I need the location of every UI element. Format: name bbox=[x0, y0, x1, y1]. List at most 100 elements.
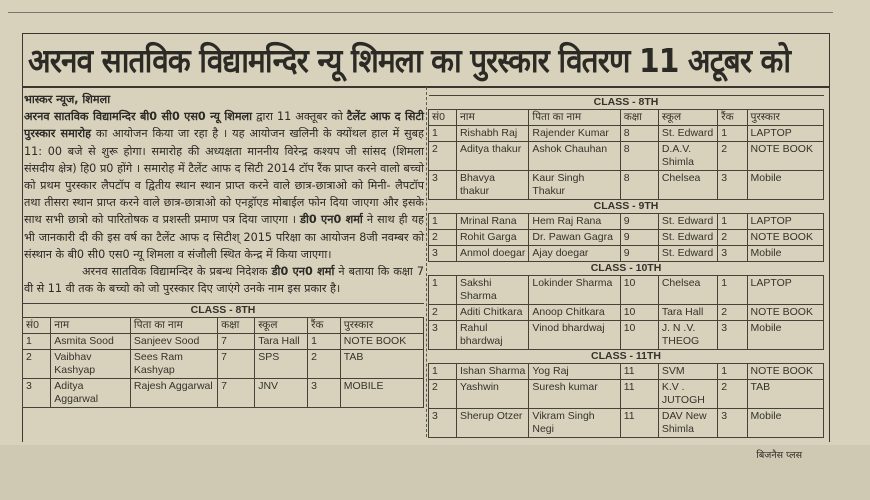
column-header: सं0 bbox=[428, 109, 457, 126]
table-cell: SVM bbox=[657, 363, 719, 380]
table-cell: TAB bbox=[746, 379, 825, 409]
table-cell: 9 bbox=[619, 245, 659, 262]
paper-fold bbox=[0, 445, 870, 500]
column-header: रैंक bbox=[307, 317, 341, 335]
table-cell: K.V . JUTOGH bbox=[657, 379, 719, 409]
table-cell: 2 bbox=[428, 304, 457, 321]
table-cell: 7 bbox=[217, 333, 256, 351]
table-cell: Rajesh Aggarwal bbox=[129, 378, 219, 409]
class-heading: CLASS - 8TH bbox=[428, 95, 824, 110]
column-header: रैंक bbox=[717, 109, 748, 126]
class-heading-text: CLASS - 8TH bbox=[428, 95, 824, 110]
table-cell: Sanjeev Sood bbox=[129, 333, 219, 351]
table-cell: 10 bbox=[619, 304, 659, 321]
table-cell: Vinod bhardwaj bbox=[528, 320, 621, 350]
right-column: CLASS - 8TH सं0 नाम पिता का नाम कक्षा स्कूल रै… bbox=[428, 95, 826, 461]
table-cell: NOTE BOOK bbox=[746, 141, 825, 171]
table-cell: Rohit Garga bbox=[455, 229, 530, 246]
class-heading: CLASS - 9TH bbox=[428, 199, 824, 214]
table-cell: Aditya thakur bbox=[455, 141, 530, 171]
table-cell: 1 bbox=[717, 275, 748, 305]
table-cell: D.A.V. Shimla bbox=[657, 141, 719, 171]
table-cell: Mobile bbox=[746, 245, 825, 262]
page-rule bbox=[8, 12, 833, 13]
table-cell: Dr. Pawan Gagra bbox=[528, 229, 621, 246]
table-cell: Chelsea bbox=[657, 275, 719, 305]
table-cell: 7 bbox=[217, 378, 256, 409]
table-cell: 3 bbox=[428, 408, 457, 438]
column-divider bbox=[426, 87, 428, 437]
table-cell: 11 bbox=[619, 379, 659, 409]
table-cell: LAPTOP bbox=[746, 213, 825, 230]
table-cell: 1 bbox=[428, 275, 457, 305]
table-row: 2 Rohit Garga Dr. Pawan Gagra 9 St. Edward 2 N… bbox=[428, 229, 825, 246]
table-cell: 11 bbox=[619, 408, 659, 438]
table-cell: Sakshi Sharma bbox=[455, 275, 530, 305]
table-cell: Ashok Chauhan bbox=[528, 141, 621, 171]
headline-rule bbox=[22, 86, 830, 88]
table-cell: NOTE BOOK bbox=[339, 333, 425, 351]
paragraph-1: अरनव सातविक विद्यामन्दिर बी0 सी0 एस0 न्य… bbox=[24, 108, 424, 263]
class-heading: CLASS - 11TH bbox=[428, 349, 824, 364]
column-header: पिता का नाम bbox=[528, 109, 621, 126]
table-row: 3 Sherup Otzer Vikram Singh Negi 11 DAV New … bbox=[428, 408, 825, 438]
table-cell: 10 bbox=[619, 275, 659, 305]
table-cell: Sherup Otzer bbox=[455, 408, 530, 438]
table-cell: 2 bbox=[21, 349, 52, 380]
column-header-row: सं0 नाम पिता का नाम कक्षा स्कूल रैंक पुरस्कार bbox=[428, 109, 825, 126]
table-cell: NOTE BOOK bbox=[746, 229, 825, 246]
table-cell: LAPTOP bbox=[746, 125, 825, 142]
table-cell: 8 bbox=[619, 141, 659, 171]
column-header: नाम bbox=[455, 109, 530, 126]
column-header: नाम bbox=[50, 317, 131, 335]
table-cell: 2 bbox=[717, 141, 748, 171]
table-row: 3 Rahul bhardwaj Vinod bhardwaj 10 J. N .V. … bbox=[428, 320, 825, 350]
table-cell: 3 bbox=[717, 320, 748, 350]
table-cell: 3 bbox=[717, 408, 748, 438]
class-heading-text: CLASS - 9TH bbox=[428, 199, 824, 214]
table-row: 2 Yashwin Suresh kumar 11 K.V . JUTOGH 2 TAB bbox=[428, 379, 825, 409]
table-cell: SPS bbox=[254, 349, 309, 380]
text-segment: अरनव सातविक विद्यामन्दिर के प्रबन्ध निदे… bbox=[82, 265, 272, 279]
table-cell: 8 bbox=[619, 170, 659, 200]
table-cell: 3 bbox=[21, 378, 52, 409]
table-row: 1 Asmita Sood Sanjeev Sood 7 Tara Hall 1 NOTE … bbox=[21, 333, 425, 351]
table-cell: Aditi Chitkara bbox=[455, 304, 530, 321]
table-cell: Mobile bbox=[746, 320, 825, 350]
table-cell: 1 bbox=[307, 333, 341, 351]
table-cell: LAPTOP bbox=[746, 275, 825, 305]
table-cell: J. N .V. THEOG bbox=[657, 320, 719, 350]
table-cell: 3 bbox=[717, 170, 748, 200]
class-heading: CLASS - 8TH bbox=[22, 303, 424, 319]
column-header: स्कूल bbox=[254, 317, 309, 335]
table-cell: 3 bbox=[307, 378, 341, 409]
table-cell: Anmol doegar bbox=[455, 245, 530, 262]
table-cell: 10 bbox=[619, 320, 659, 350]
table-cell: 2 bbox=[428, 379, 457, 409]
table-row: 2 Aditya thakur Ashok Chauhan 8 D.A.V. Shiml… bbox=[428, 141, 825, 171]
paragraph-2: अरनव सातविक विद्यामन्दिर के प्रबन्ध निदे… bbox=[24, 263, 424, 297]
table-cell: Sees Ram Kashyap bbox=[129, 349, 219, 380]
table-cell: 2 bbox=[717, 379, 748, 409]
credit-line: बिजनैस प्लस bbox=[756, 450, 802, 461]
table-row: 1 Mrinal Rana Hem Raj Rana 9 St. Edward 1 LAPT… bbox=[428, 213, 825, 230]
table-cell: Rahul bhardwaj bbox=[455, 320, 530, 350]
column-header: स्कूल bbox=[657, 109, 719, 126]
left-prize-table: CLASS - 8TH सं0 नाम पिता का नाम कक्षा स्कूल रै… bbox=[21, 303, 425, 409]
column-header-row: सं0 नाम पिता का नाम कक्षा स्कूल रैंक पुरस्कार bbox=[21, 317, 425, 335]
table-row: 1 Sakshi Sharma Lokinder Sharma 10 Chelsea 1 L… bbox=[428, 275, 825, 305]
table-row: 3 Bhavya thakur Kaur Singh Thakur 8 Chelsea 3… bbox=[428, 170, 825, 200]
table-cell: Tara Hall bbox=[254, 333, 309, 351]
dateline: भास्कर न्यूज, शिमला bbox=[24, 93, 111, 106]
text-segment: ने साथ ही यह भी जानकारी दी की इस वर्ष का… bbox=[24, 213, 424, 261]
table-cell: 1 bbox=[428, 363, 457, 380]
table-cell: 8 bbox=[619, 125, 659, 142]
table-cell: 1 bbox=[717, 125, 748, 142]
table-cell: Vaibhav Kashyap bbox=[50, 349, 131, 380]
text-segment: द्वारा 11 अक्तूबर को bbox=[252, 110, 347, 124]
table-cell: Anoop Chitkara bbox=[528, 304, 621, 321]
table-cell: Ishan Sharma bbox=[455, 363, 530, 380]
table-cell: 3 bbox=[717, 245, 748, 262]
table-cell: Asmita Sood bbox=[50, 333, 131, 351]
table-cell: 1 bbox=[428, 213, 457, 230]
